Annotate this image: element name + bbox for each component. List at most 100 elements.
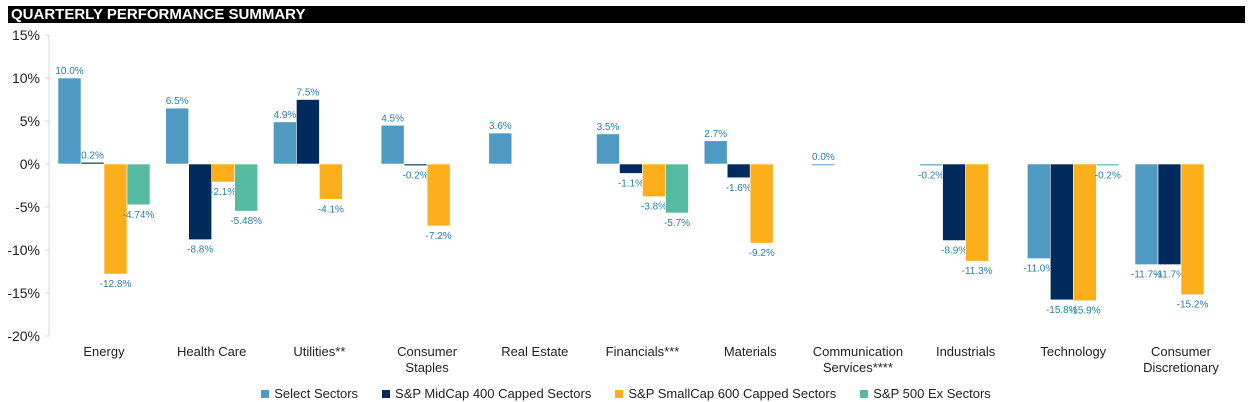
data-label: 10.0% (55, 66, 83, 77)
data-label: -8.9% (941, 246, 967, 257)
y-tick-label: 5% (20, 113, 40, 129)
data-label: 6.5% (166, 96, 189, 107)
data-label: -11.7% (1154, 270, 1185, 281)
x-tick-label: Materials (724, 344, 777, 359)
bar (811, 163, 836, 166)
bar (703, 140, 728, 165)
data-label: 4.5% (381, 113, 404, 124)
data-label: -7.2% (426, 231, 452, 242)
bar (919, 163, 943, 167)
bar (380, 125, 405, 165)
legend-label: S&P MidCap 400 Capped Sectors (395, 386, 592, 401)
legend-swatch (860, 389, 869, 398)
bar (1050, 163, 1074, 301)
y-tick-label: -10% (7, 242, 40, 258)
data-label: -15.9% (1069, 306, 1101, 317)
legend-item: Select Sectors (261, 386, 358, 401)
bar (234, 163, 258, 212)
x-tick-label: Utilities** (293, 344, 345, 359)
x-tick-label: Discretionary (1143, 360, 1219, 375)
y-tick-label: 15% (12, 27, 40, 43)
y-tick-label: -20% (7, 328, 40, 344)
x-tick-label: Consumer (397, 344, 458, 359)
data-label: 3.5% (597, 122, 620, 133)
bar (126, 163, 151, 206)
legend-label: Select Sectors (274, 386, 359, 401)
data-label: -11.3% (962, 266, 993, 277)
data-label: -15.2% (1177, 300, 1209, 311)
bar (165, 107, 189, 165)
data-label: -4.74% (123, 210, 155, 221)
data-label: -8.8% (187, 245, 213, 256)
y-tick-label: -15% (7, 285, 40, 301)
data-label: -1.6% (726, 183, 752, 194)
data-label: -0.2% (918, 171, 944, 182)
data-label: -11.0% (1023, 264, 1054, 275)
x-tick-label: Staples (405, 360, 449, 375)
legend-swatch (382, 389, 391, 398)
legend-item: S&P SmallCap 600 Capped Sectors (615, 386, 836, 401)
x-tick-label: Industrials (936, 344, 996, 359)
x-tick-label: Communication (813, 344, 903, 359)
x-tick-label: Financials*** (606, 344, 680, 359)
bar (665, 163, 689, 214)
bar (319, 163, 343, 200)
bar (1157, 163, 1182, 265)
data-label: 0.2% (81, 150, 104, 161)
data-label: -5.48% (230, 216, 262, 227)
page-title: QUARTERLY PERFORMANCE SUMMARY (8, 6, 1245, 23)
bar (942, 163, 966, 241)
legend-item: S&P MidCap 400 Capped Sectors (382, 386, 591, 401)
legend-swatch (261, 389, 270, 398)
bar (1180, 163, 1205, 296)
x-tick-label: Consumer (1151, 344, 1212, 359)
bar (403, 163, 428, 167)
bar (596, 133, 620, 165)
x-tick-label: Health Care (177, 344, 246, 359)
data-label: -4.1% (318, 204, 344, 215)
data-label: -2.1% (210, 187, 236, 198)
x-tick-label: Energy (83, 344, 125, 359)
y-tick-label: -5% (15, 199, 40, 215)
bar (188, 163, 212, 240)
legend-label: S&P SmallCap 600 Capped Sectors (628, 386, 837, 401)
bar (211, 163, 235, 183)
bar (965, 163, 989, 262)
data-label: -15.8% (1046, 305, 1078, 316)
data-label: 4.9% (274, 110, 297, 121)
data-label: -5.7% (664, 218, 690, 229)
bar (103, 163, 128, 275)
bar (749, 163, 774, 244)
bar (619, 163, 643, 174)
data-label: -3.8% (641, 202, 667, 213)
y-tick-label: 0% (20, 156, 40, 172)
data-label: -1.1% (618, 178, 644, 189)
x-tick-label: Real Estate (501, 344, 568, 359)
data-label: 0.0% (812, 152, 835, 163)
bar (426, 163, 451, 227)
bar (726, 163, 751, 179)
bar (642, 163, 666, 197)
data-label: -0.2% (403, 171, 429, 182)
x-tick-label: Services**** (823, 360, 893, 375)
y-tick-label: 10% (12, 70, 40, 86)
bar (1073, 163, 1097, 302)
data-label: -9.2% (749, 248, 775, 259)
bar (1096, 163, 1120, 167)
bar (57, 77, 82, 165)
bar (488, 132, 513, 165)
bar (1027, 163, 1051, 259)
bar (296, 99, 320, 165)
data-label: -11.7% (1131, 270, 1162, 281)
legend: Select Sectors S&P MidCap 400 Capped Sect… (0, 386, 1252, 401)
data-label: 2.7% (704, 129, 727, 140)
data-label: -0.2% (1095, 171, 1121, 182)
bar (80, 161, 105, 165)
bar (273, 121, 297, 165)
legend-label: S&P 500 Ex Sectors (873, 386, 991, 401)
x-tick-label: Technology (1040, 344, 1106, 359)
data-label: -12.8% (100, 279, 132, 290)
legend-swatch (615, 389, 624, 398)
legend-item: S&P 500 Ex Sectors (860, 386, 991, 401)
